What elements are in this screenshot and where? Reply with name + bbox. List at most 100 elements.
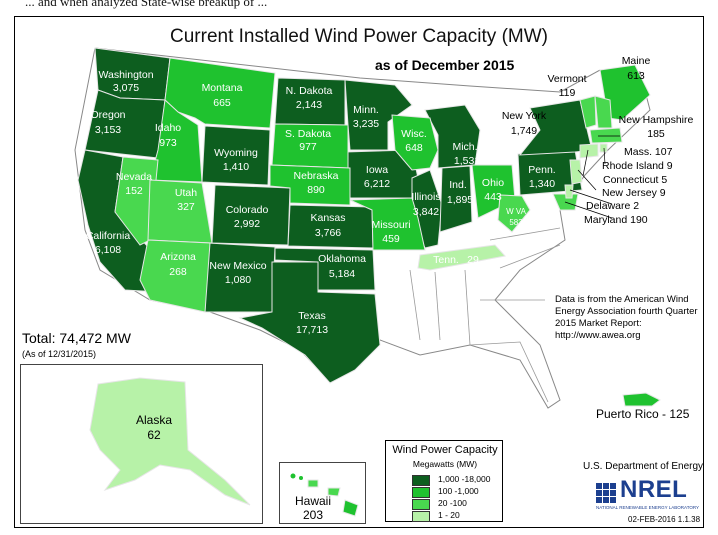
map-subtitle: as of December 2015 (375, 57, 515, 73)
legend-range: 1,000 -18,000 (438, 474, 491, 484)
legend: Wind Power Capacity Megawatts (MW) 1,000… (385, 440, 503, 522)
tier-medium-states (114, 95, 623, 497)
label-w-va-value: 583 (509, 218, 523, 227)
label-new-jersey: New Jersey 9 (602, 187, 666, 199)
state-ind (439, 165, 473, 233)
state-hawaii-maui (327, 487, 341, 497)
label-illinois-value: 3,842 (413, 206, 439, 218)
label-mich-value: 1,531 (454, 155, 480, 167)
label-washington-value: 3,075 (113, 82, 139, 94)
label-missouri-value: 459 (382, 233, 400, 245)
nrel-logo-subtext: NATIONAL RENEWABLE ENERGY LABORATORY (596, 505, 700, 510)
map-frame (14, 16, 704, 528)
legend-title: Wind Power Capacity (392, 444, 498, 456)
label-texas-value: 17,713 (296, 324, 328, 336)
label-nevada-name: Nevada (116, 171, 152, 183)
label-new-mexico-value: 1,080 (225, 274, 251, 286)
label-vermont-value: 119 (559, 87, 576, 99)
state-delaware (564, 184, 574, 199)
label-oregon-name: Oregon (90, 109, 125, 121)
label-montana-name: Montana (202, 82, 243, 94)
label-n-dakota-value: 2,143 (296, 99, 322, 111)
label-ind-name: Ind. (449, 179, 467, 191)
southeast-borders (409, 227, 561, 403)
label-ind-value: 1,895 (447, 194, 473, 206)
label-utah-value: 327 (177, 201, 195, 213)
label-oklahoma-value: 5,184 (329, 268, 355, 280)
label-ohio-value: 443 (484, 191, 502, 203)
state-new-hampshire (594, 95, 613, 129)
legend-range: 20 -100 (438, 498, 467, 508)
label-wyoming-value: 1,410 (223, 161, 249, 173)
legend-range: 100 -1,000 (438, 486, 479, 496)
state-nebraska (269, 164, 351, 206)
hawaii-islands (290, 473, 303, 480)
label-texas-name: Texas (298, 310, 325, 322)
label-utah-name: Utah (175, 187, 197, 199)
state-texas (238, 261, 381, 384)
label-washington-name: Washington (98, 69, 153, 81)
legend-range: 1 - 20 (438, 510, 460, 520)
label-idaho-value: 973 (159, 137, 177, 149)
label-montana-value: 665 (213, 97, 231, 109)
label-wyoming-name: Wyoming (214, 147, 258, 159)
state-puerto-rico (622, 392, 661, 407)
label-arizona-value: 268 (169, 266, 187, 278)
label-n-dakota-name: N. Dakota (286, 85, 333, 97)
label-oregon-value: 3,153 (95, 124, 121, 136)
legend-swatch (412, 499, 430, 510)
label-ohio-name: Ohio (482, 177, 504, 189)
legend-subtitle: Megawatts (MW) (412, 459, 478, 469)
label-hawaii-name: Hawaii (295, 494, 331, 508)
state-idaho (149, 98, 203, 183)
label-tenn-name: Tenn. (433, 254, 459, 266)
label-penn-value: 1,340 (529, 178, 555, 190)
label-minn-name: Minn. (353, 104, 379, 116)
nrel-logo-text: NREL (620, 476, 688, 503)
map-title: Current Installed Wind Power Capacity (M… (170, 26, 548, 47)
label-nevada-value: 152 (125, 185, 143, 197)
label-california-value: 6,108 (95, 244, 121, 256)
state-arizona (139, 239, 211, 313)
state-hawaii-big (342, 499, 359, 517)
label-wisc-value: 648 (405, 142, 423, 154)
legend-swatch (412, 511, 430, 522)
label-tenn-value: 29 (467, 254, 479, 266)
label-minn-value: 3,235 (353, 118, 379, 130)
label-puerto-rico: Puerto Rico - 125 (596, 407, 690, 421)
label-w-va-name: W VA (506, 207, 527, 216)
label-new-york-name: New York (502, 110, 547, 122)
hawaii-inset (279, 462, 366, 524)
label-hawaii-value: 203 (303, 508, 323, 522)
label-iowa-name: Iowa (366, 164, 388, 176)
label-colorado-value: 2,992 (234, 218, 260, 230)
label-nebraska-value: 890 (307, 184, 325, 196)
label-s-dakota-value: 977 (299, 141, 317, 153)
nrel-logo-icon (596, 483, 616, 503)
source-note: Data is from the American Wind Energy As… (555, 294, 698, 341)
state-mass (589, 127, 623, 144)
label-colorado-name: Colorado (226, 204, 269, 216)
tier-bright-states (149, 57, 661, 517)
ne-callout-lines (564, 135, 620, 219)
state-wisc (391, 114, 439, 171)
label-california-name: California (86, 230, 131, 242)
state-utah (147, 179, 213, 244)
label-missouri-name: Missouri (371, 219, 410, 231)
label-connecticut: Connecticut 5 (603, 174, 667, 186)
label-alaska-name: Alaska (136, 413, 172, 427)
label-iowa-value: 6,212 (364, 178, 390, 190)
label-new-hampshire-name: New Hampshire (619, 114, 694, 126)
state-hawaii-oahu (307, 479, 319, 488)
label-rhode-island: Rhode Island 9 (602, 160, 673, 172)
label-penn-name: Penn. (528, 164, 555, 176)
label-arizona-name: Arizona (160, 251, 196, 263)
agency-name: U.S. Department of Energy (583, 461, 704, 472)
label-maine-value: 613 (627, 70, 645, 82)
cut-off-caption: ... and when analyzed State-wise breakup… (25, 0, 268, 9)
label-kansas-name: Kansas (310, 212, 345, 224)
label-new-hampshire-value: 185 (647, 128, 665, 140)
state-alaska (89, 377, 251, 506)
label-new-mexico-name: New Mexico (209, 260, 266, 272)
